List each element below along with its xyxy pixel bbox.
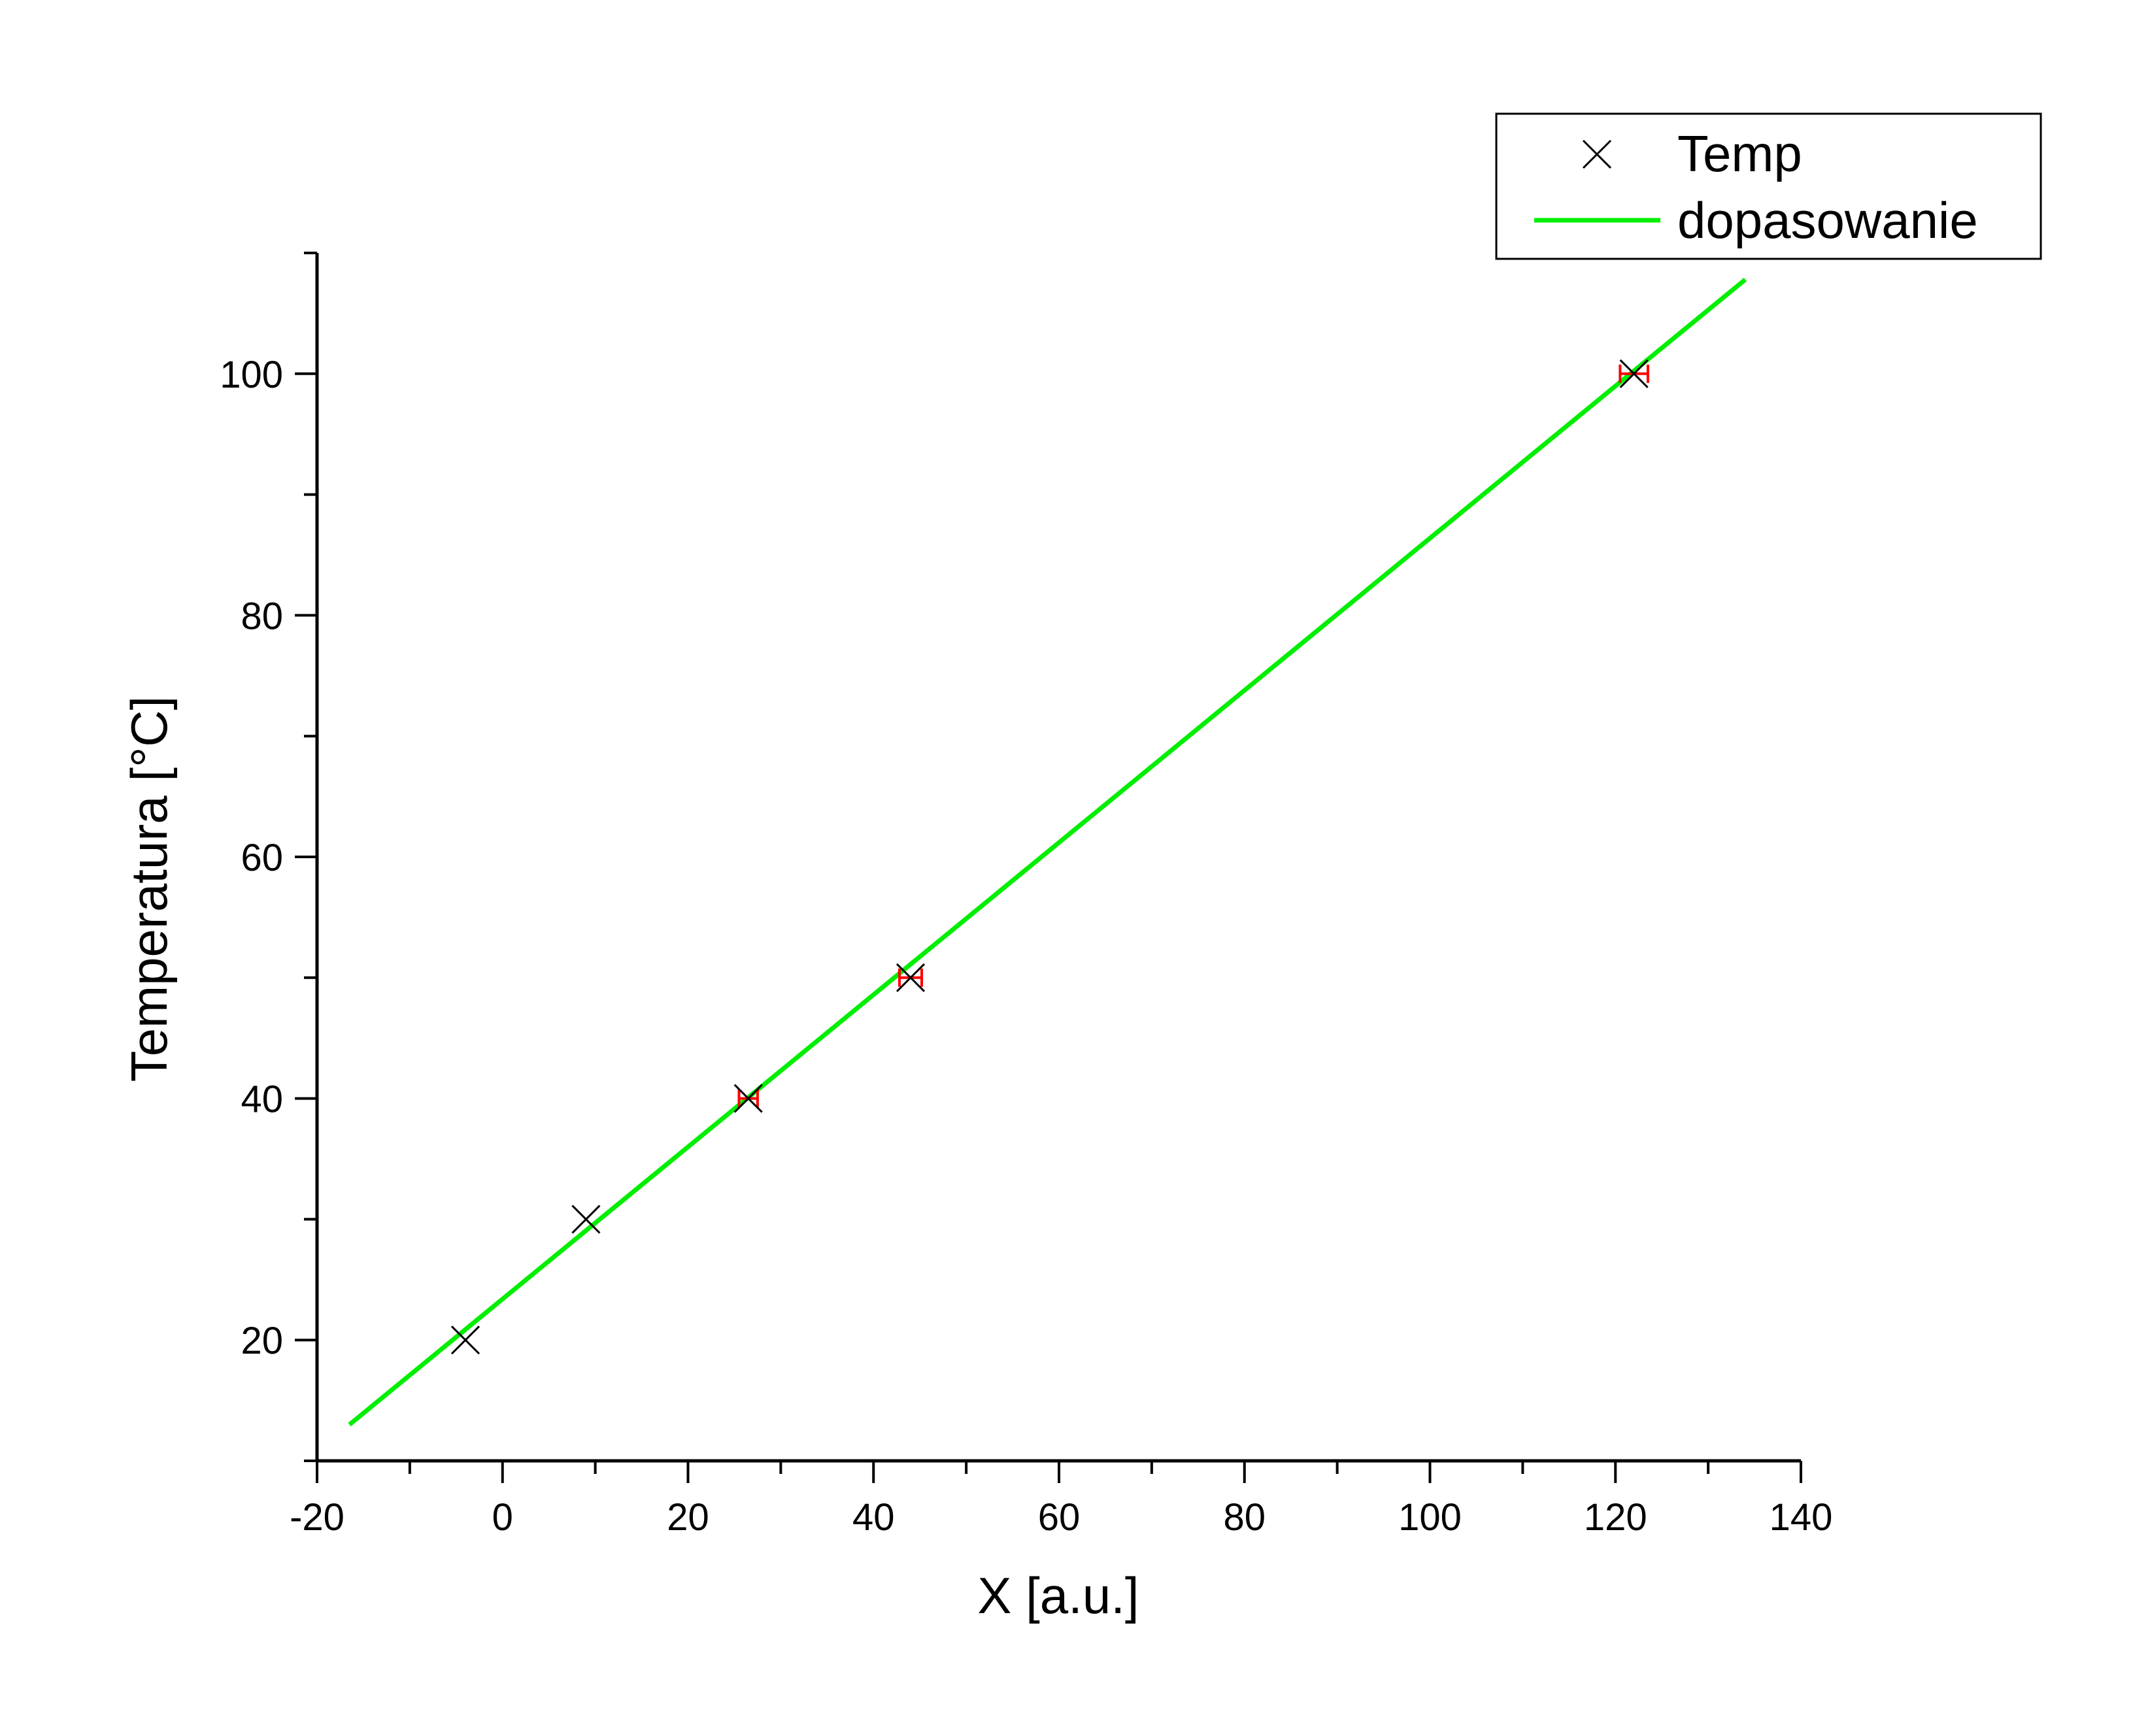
x-tick-label: 120 — [1584, 1496, 1647, 1539]
x-tick-label: 100 — [1398, 1496, 1462, 1539]
x-tick-label: 80 — [1223, 1496, 1266, 1539]
x-axis-title: X [a.u.] — [977, 1567, 1139, 1624]
legend-label-temp: Temp — [1677, 125, 1802, 182]
y-tick-label: 100 — [220, 354, 283, 396]
x-marker-stroke — [1619, 359, 1649, 388]
x-tick-label: 0 — [492, 1496, 513, 1539]
data-point — [1619, 359, 1649, 388]
data-point — [450, 1326, 480, 1355]
y-tick-label: 80 — [241, 595, 283, 637]
ticks: -20 0 20 40 60 80 100 120 140 20 40 60 80 100 — [220, 252, 1833, 1539]
y-tick-label: 40 — [241, 1078, 283, 1121]
legend-x-stroke — [1582, 139, 1612, 169]
y-tick-label: 60 — [241, 837, 283, 879]
x-marker-stroke — [896, 963, 926, 992]
legend-label-dopasowanie: dopasowanie — [1677, 192, 1978, 249]
axes — [315, 253, 1801, 1463]
x-tick-label: 20 — [667, 1496, 709, 1539]
x-marker-stroke — [571, 1205, 601, 1234]
data-point — [896, 963, 926, 992]
x-tick-label: 140 — [1770, 1496, 1833, 1539]
legend-marker-temp — [1582, 139, 1612, 169]
x-tick-label: 60 — [1038, 1496, 1081, 1539]
data-point — [733, 1084, 763, 1113]
x-tick-label: 40 — [852, 1496, 895, 1539]
x-marker-stroke — [733, 1084, 763, 1113]
data-point — [571, 1205, 601, 1234]
legend-box — [1495, 112, 2042, 260]
fit-line — [348, 277, 1747, 1427]
series — [348, 277, 1747, 1427]
x-tick-label: -20 — [290, 1496, 344, 1539]
y-axis-title: Temperatura [°C] — [120, 696, 178, 1082]
legend: Temp dopasowanie — [1495, 112, 2042, 260]
y-tick-label: 20 — [241, 1320, 283, 1362]
x-marker-stroke — [450, 1326, 480, 1355]
